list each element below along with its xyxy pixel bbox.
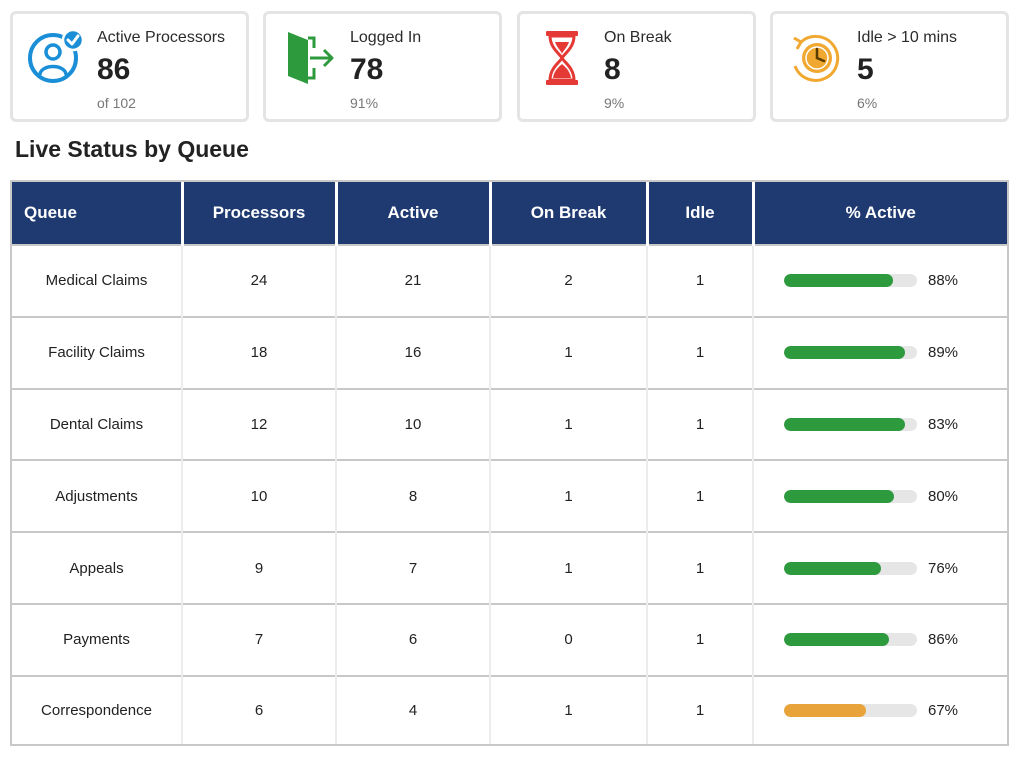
progress-bar: [784, 274, 917, 288]
queue-cell: Appeals: [12, 531, 183, 605]
progress-bar: [784, 489, 917, 503]
column-header-on-break[interactable]: On Break: [490, 182, 649, 245]
column-header-pct-active[interactable]: % Active: [753, 182, 1007, 245]
hourglass-icon: [546, 31, 578, 85]
pct-active-cell: 83%: [753, 387, 1007, 461]
idle-cell: 1: [647, 603, 754, 676]
queue-cell: Facility Claims: [12, 315, 183, 389]
kpi-value: 8: [604, 53, 621, 86]
processors-cell: 6: [182, 674, 337, 744]
pct-active-cell: 80%: [753, 459, 1007, 533]
pct-active-cell: 67%: [753, 674, 1007, 744]
pct-active-label: 80%: [928, 487, 959, 505]
pct-active-label: 86%: [928, 631, 959, 649]
kpi-value: 86: [97, 53, 131, 86]
progress-bar-fill: [784, 274, 894, 288]
queue-cell: Correspondence: [12, 674, 183, 744]
processors-cell: 12: [182, 387, 337, 461]
processors-cell: 24: [182, 244, 337, 317]
processors-cell: 10: [182, 459, 337, 533]
door-exit-icon: [288, 32, 334, 84]
on-break-cell: 1: [490, 315, 648, 389]
kpi-label: Active Processors: [97, 29, 226, 46]
pct-active-label: 83%: [928, 416, 959, 434]
table-row[interactable]: Correspondence 6 4 1 1 67%: [12, 674, 1007, 744]
idle-cell: 1: [647, 674, 754, 744]
queue-cell: Medical Claims: [12, 244, 183, 317]
queue-status-table: Queue Processors Active On Break Idle % …: [10, 180, 1009, 746]
progress-bar-fill: [784, 346, 906, 360]
pct-active-cell: 89%: [753, 315, 1007, 389]
on-break-cell: 0: [490, 603, 648, 676]
kpi-label: Logged In: [350, 29, 422, 46]
kpi-card-on-break: On Break 8 9%: [517, 11, 756, 122]
queue-cell: Adjustments: [12, 459, 183, 533]
idle-cell: 1: [647, 315, 754, 389]
pct-active-label: 67%: [928, 701, 959, 719]
kpi-label: Idle > 10 mins: [857, 29, 958, 46]
pct-active-label: 89%: [928, 344, 959, 362]
queue-cell: Dental Claims: [12, 387, 183, 461]
processors-cell: 18: [182, 315, 337, 389]
progress-bar: [784, 418, 917, 432]
progress-bar: [784, 561, 917, 575]
column-header-processors[interactable]: Processors: [182, 182, 338, 245]
kpi-subtext: 9%: [604, 95, 625, 111]
pct-active-label: 76%: [928, 559, 959, 577]
user-check-icon: [28, 28, 85, 83]
active-cell: 21: [336, 244, 491, 317]
pct-active-cell: 76%: [753, 531, 1007, 605]
progress-bar-fill: [784, 418, 906, 432]
table-row[interactable]: Payments 7 6 0 1 86%: [12, 603, 1007, 676]
active-cell: 8: [336, 459, 491, 533]
active-cell: 10: [336, 387, 491, 461]
progress-bar: [784, 703, 917, 717]
table-row[interactable]: Medical Claims 24 21 2 1 88%: [12, 244, 1007, 317]
progress-bar: [784, 346, 917, 360]
column-header-active[interactable]: Active: [336, 182, 492, 245]
idle-cell: 1: [647, 531, 754, 605]
pct-active-label: 88%: [928, 272, 959, 290]
idle-cell: 1: [647, 387, 754, 461]
table-row[interactable]: Adjustments 10 8 1 1 80%: [12, 459, 1007, 533]
active-cell: 6: [336, 603, 491, 676]
idle-cell: 1: [647, 459, 754, 533]
section-title: Live Status by Queue: [15, 136, 249, 162]
processors-cell: 9: [182, 531, 337, 605]
kpi-card-logged-in: Logged In 78 91%: [263, 11, 502, 122]
idle-cell: 1: [647, 244, 754, 317]
active-cell: 4: [336, 674, 491, 744]
pct-active-cell: 88%: [753, 244, 1007, 317]
on-break-cell: 1: [490, 531, 648, 605]
kpi-value: 5: [857, 53, 874, 86]
on-break-cell: 1: [490, 674, 648, 744]
pct-active-cell: 86%: [753, 603, 1007, 676]
queue-cell: Payments: [12, 603, 183, 676]
progress-bar-fill: [784, 561, 882, 575]
table-row[interactable]: Facility Claims 18 16 1 1 89%: [12, 315, 1007, 389]
on-break-cell: 2: [490, 244, 648, 317]
progress-bar: [784, 633, 917, 647]
table-row[interactable]: Appeals 9 7 1 1 76%: [12, 531, 1007, 605]
table-row[interactable]: Dental Claims 12 10 1 1 83%: [12, 387, 1007, 461]
column-header-queue[interactable]: Queue: [12, 182, 184, 245]
kpi-card-idle: Idle > 10 mins 5 6%: [770, 11, 1009, 122]
kpi-subtext: 91%: [350, 95, 379, 111]
processors-cell: 7: [182, 603, 337, 676]
table-header-row: Queue Processors Active On Break Idle % …: [12, 182, 1007, 245]
kpi-subtext: 6%: [857, 95, 878, 111]
clock-timer-icon: [793, 34, 840, 82]
progress-bar-fill: [784, 633, 890, 647]
progress-bar-fill: [784, 489, 895, 503]
on-break-cell: 1: [490, 387, 648, 461]
kpi-subtext: of 102: [97, 95, 136, 111]
active-cell: 7: [336, 531, 491, 605]
kpi-value: 78: [350, 53, 384, 86]
column-header-idle[interactable]: Idle: [647, 182, 755, 245]
kpi-label: On Break: [604, 29, 672, 46]
kpi-card-active-processors: Active Processors 86 of 102: [10, 11, 249, 122]
active-cell: 16: [336, 315, 491, 389]
progress-bar-fill: [784, 703, 867, 717]
on-break-cell: 1: [490, 459, 648, 533]
